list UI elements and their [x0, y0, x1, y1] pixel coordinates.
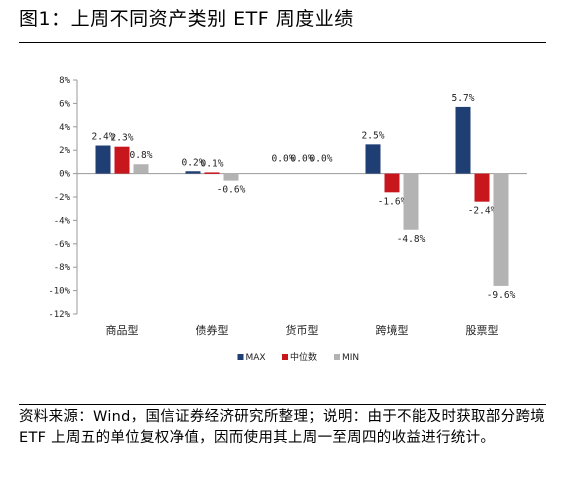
legend-swatch-MAX: [237, 354, 244, 360]
bottom-divider: [19, 404, 546, 405]
data-label: 2.3%: [111, 133, 134, 144]
bar-MAX-股票型: [455, 106, 471, 174]
data-label: 0.0%: [291, 154, 314, 165]
y-tick-label: -2%: [54, 193, 71, 203]
category-label: 跨境型: [376, 323, 409, 337]
bar-MIN-股票型: [493, 173, 509, 286]
bar-MAX-债券型: [185, 171, 201, 174]
data-label: 2.4%: [92, 132, 115, 143]
legend-swatch-MIN: [334, 354, 340, 360]
data-label: -9.6%: [487, 290, 516, 301]
data-label: 0.8%: [130, 150, 153, 161]
legend-label: 中位数: [290, 351, 317, 363]
bar-MIN-跨境型: [403, 173, 419, 230]
y-tick-label: 8%: [59, 76, 70, 86]
data-label: 0.0%: [310, 154, 333, 165]
top-divider: [19, 42, 546, 43]
data-label: 0.0%: [272, 154, 295, 165]
y-tick-label: 0%: [59, 170, 70, 180]
y-tick-label: -10%: [48, 287, 70, 297]
bar-MAX-商品型: [95, 145, 111, 174]
data-label: -4.8%: [397, 234, 426, 245]
category-label: 债券型: [196, 323, 229, 337]
bar-中位数-股票型: [474, 173, 490, 202]
legend-label: MIN: [342, 353, 359, 363]
figure-title: 图1：上周不同资产类别 ETF 周度业绩: [19, 8, 354, 30]
data-label: 0.2%: [182, 157, 205, 168]
data-label: -2.4%: [468, 206, 497, 217]
data-label: 0.1%: [201, 158, 224, 169]
y-tick-label: 2%: [59, 146, 70, 156]
category-label: 商品型: [106, 323, 139, 337]
y-tick-label: 6%: [59, 99, 70, 109]
data-label: 2.5%: [362, 130, 385, 141]
bar-中位数-商品型: [114, 146, 130, 174]
bar-中位数-债券型: [204, 172, 220, 174]
source-note: 资料来源：Wind，国信证券经济研究所整理；说明：由于不能及时获取部分跨境 ET…: [19, 409, 546, 446]
y-tick-label: -6%: [54, 240, 71, 250]
bar-chart: 8% 6% 4% 2% 0% -2% -4% -6% -8% -10% -12% 2.4%2.3% 0.…: [48, 76, 527, 363]
bar-MIN-债券型: [223, 173, 239, 181]
y-tick-label: 4%: [59, 123, 70, 133]
data-label: -0.6%: [217, 185, 246, 196]
category-label: 股票型: [466, 323, 499, 337]
y-tick-label: -12%: [48, 310, 70, 320]
y-tick-label: -8%: [54, 263, 71, 273]
data-label: -1.6%: [378, 196, 407, 207]
y-tick-label: -4%: [54, 216, 71, 226]
data-label: 5.7%: [452, 93, 475, 104]
bar-MIN-商品型: [133, 164, 149, 174]
category-label: 货币型: [286, 323, 319, 337]
bar-MAX-跨境型: [365, 144, 381, 174]
legend-label: MAX: [246, 353, 266, 363]
bar-中位数-跨境型: [384, 173, 400, 193]
legend-swatch-中位数: [282, 354, 288, 360]
